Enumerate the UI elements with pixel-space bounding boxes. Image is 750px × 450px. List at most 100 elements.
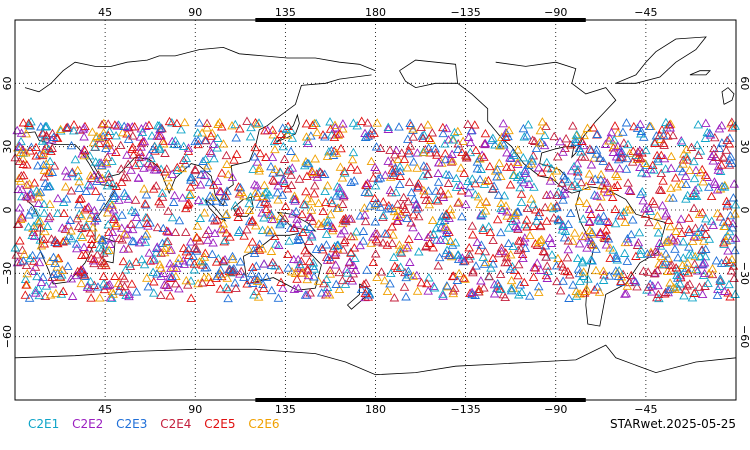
obs-marker [276,277,286,286]
obs-marker [212,176,223,186]
obs-marker [119,188,130,197]
obs-marker [158,139,169,148]
obs-marker [356,116,367,125]
lat-tick-label-left: 30 [1,140,14,154]
obs-marker [405,118,415,127]
obs-marker [587,256,597,265]
obs-marker [586,255,596,264]
obs-marker [261,272,272,282]
obs-marker [89,258,99,268]
obs-marker [391,211,402,221]
obs-marker [122,122,133,131]
obs-marker [41,142,52,152]
obs-marker [382,286,393,296]
obs-marker [52,208,63,218]
obs-marker [404,145,414,155]
obs-marker [596,174,606,184]
obs-marker [330,123,341,132]
obs-marker [76,193,86,203]
obs-marker [473,191,484,201]
obs-marker [489,289,500,298]
obs-marker [85,228,96,237]
obs-marker [697,289,708,299]
obs-marker [29,256,39,265]
obs-marker [405,257,415,266]
obs-marker [549,131,559,141]
obs-marker [178,155,189,164]
obs-marker [272,187,283,197]
obs-marker [148,144,158,154]
obs-marker [61,194,72,203]
obs-marker [337,199,348,208]
obs-marker [18,118,29,127]
obs-marker [368,173,379,182]
obs-marker [350,265,361,275]
obs-marker [722,135,732,145]
lon-tick-label-top: −45 [634,6,657,19]
obs-marker [552,276,562,286]
obs-marker [453,198,463,207]
obs-marker [95,132,105,142]
obs-marker [455,180,466,189]
obs-marker [562,252,573,262]
obs-marker [686,264,697,274]
obs-marker [103,130,114,140]
obs-marker [713,161,724,171]
obs-marker [146,153,156,163]
obs-marker [136,142,146,151]
obs-marker [540,202,550,212]
obs-marker [525,230,535,240]
obs-marker [122,230,132,239]
obs-marker [31,151,41,160]
obs-marker [369,128,379,137]
obs-marker [303,138,313,147]
obs-marker [711,152,721,161]
obs-marker [416,277,427,287]
obs-marker [227,265,238,274]
obs-marker [254,118,264,127]
obs-marker [121,172,132,182]
obs-marker [71,270,81,280]
obs-marker [261,204,272,213]
obs-marker [89,254,99,263]
obs-marker [681,194,691,203]
obs-marker [672,181,682,191]
obs-marker [216,224,226,233]
obs-marker [283,263,293,272]
obs-marker [523,173,534,182]
obs-marker [406,218,416,227]
obs-marker [145,256,156,265]
obs-marker [79,150,89,160]
obs-marker [41,131,52,141]
obs-marker [672,236,683,246]
obs-marker [697,207,708,217]
obs-marker [552,190,562,199]
obs-marker [336,228,346,238]
obs-marker [684,242,694,251]
obs-marker [694,282,705,291]
obs-marker [167,117,177,127]
obs-marker [640,158,650,167]
obs-marker [488,133,498,142]
obs-marker [574,268,585,278]
obs-marker [480,246,491,256]
obs-marker [14,141,25,150]
obs-marker [35,250,46,259]
obs-marker [174,283,184,293]
obs-marker [689,203,699,212]
obs-marker [119,273,130,283]
obs-marker [338,119,348,128]
obs-marker [321,197,331,206]
obs-marker [636,245,646,254]
obs-marker [441,123,452,133]
obs-marker [39,234,49,243]
obs-marker [670,244,680,253]
obs-marker [479,152,489,161]
obs-marker [595,227,606,236]
obs-marker [488,184,498,193]
obs-marker [334,267,345,277]
obs-marker [55,124,66,134]
obs-marker [616,276,626,285]
obs-marker [156,130,166,140]
obs-marker [131,257,141,266]
